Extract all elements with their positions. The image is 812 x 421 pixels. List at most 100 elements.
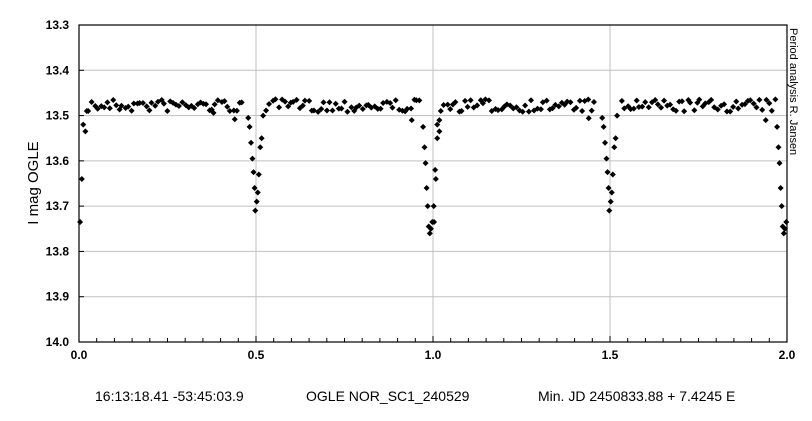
data-point: [301, 97, 308, 104]
y-tick-label: 13.5: [46, 109, 70, 123]
x-tick-label: 0.5: [248, 348, 265, 362]
data-point: [348, 104, 355, 111]
data-point: [341, 98, 348, 105]
data-point: [88, 98, 95, 105]
data-point: [85, 107, 92, 114]
data-point: [604, 169, 611, 176]
data-point: [723, 108, 730, 115]
data-point: [359, 106, 366, 113]
data-point: [639, 103, 646, 110]
data-point: [464, 103, 471, 110]
data-point: [585, 115, 592, 122]
data-point: [605, 185, 612, 192]
data-point: [479, 100, 486, 107]
data-point: [221, 98, 228, 105]
data-point: [599, 114, 606, 121]
data-point: [513, 104, 520, 111]
data-point: [458, 108, 465, 115]
data-point: [691, 107, 698, 114]
data-point: [434, 135, 441, 142]
data-point: [519, 108, 526, 115]
data-point: [444, 101, 451, 108]
data-point: [763, 96, 770, 103]
data-point: [179, 99, 186, 106]
data-point: [255, 171, 262, 178]
caption-ephemeris: Min. JD 2450833.88 + 7.4245 E: [538, 388, 736, 404]
data-point: [447, 106, 454, 113]
data-point: [338, 105, 345, 112]
data-point: [543, 97, 550, 104]
data-point: [525, 108, 532, 115]
data-point: [766, 100, 773, 107]
x-axis: 0.0 0.5 1.0 1.5 2.0: [71, 336, 796, 362]
data-point: [573, 104, 580, 111]
caption-coordinates: 16:13:18.41 -53:45:03.9: [95, 388, 244, 404]
data-point: [756, 96, 763, 103]
data-point: [164, 107, 171, 114]
data-point: [293, 96, 300, 103]
data-point: [422, 160, 429, 167]
data-point: [603, 155, 610, 162]
data-point: [602, 139, 609, 146]
grid-lines: [79, 25, 787, 342]
data-point: [282, 98, 289, 105]
data-point: [549, 105, 556, 112]
data-point: [733, 98, 740, 105]
data-point: [614, 112, 621, 119]
data-point: [588, 107, 595, 114]
data-point: [257, 144, 264, 151]
y-axis-label: I mag OGLE: [25, 141, 42, 224]
data-point: [320, 99, 327, 106]
data-point: [507, 102, 514, 109]
data-point: [326, 99, 333, 106]
data-point: [436, 117, 443, 124]
data-point: [377, 105, 384, 112]
data-point: [233, 107, 240, 114]
data-point: [272, 96, 279, 103]
data-point: [82, 128, 89, 135]
data-point: [735, 105, 742, 112]
data-point: [231, 116, 238, 123]
y-tick-label: 13.4: [46, 63, 70, 77]
data-point: [741, 101, 748, 108]
data-point: [431, 218, 438, 225]
data-point: [432, 175, 439, 182]
data-point: [436, 128, 443, 135]
data-point: [774, 123, 781, 130]
data-point: [332, 100, 339, 107]
data-point: [139, 100, 146, 107]
data-point: [437, 108, 444, 115]
data-point: [467, 97, 474, 104]
data-point: [642, 99, 649, 106]
x-tick-label: 2.0: [779, 348, 796, 362]
data-point: [421, 144, 428, 151]
data-point: [585, 96, 592, 103]
data-point: [191, 105, 198, 112]
data-point: [423, 185, 430, 192]
data-point: [654, 101, 661, 108]
data-point: [474, 102, 481, 109]
y-tick-label: 13.8: [46, 244, 70, 258]
data-point: [101, 104, 108, 111]
data-point: [440, 102, 447, 109]
data-point: [80, 121, 87, 128]
data-point: [427, 225, 434, 232]
data-point: [203, 101, 210, 108]
data-point: [104, 99, 111, 106]
data-point: [783, 218, 790, 225]
data-point: [432, 166, 439, 173]
data-point: [130, 100, 137, 107]
data-point: [721, 101, 728, 108]
data-point: [420, 123, 427, 130]
data-point: [78, 175, 85, 182]
x-tick-label: 1.5: [602, 348, 619, 362]
data-point: [248, 139, 255, 146]
y-axis: 13.3 13.4 13.5 13.6 13.7 13.8 13.9 14.0: [46, 18, 84, 349]
data-point: [251, 185, 258, 192]
data-point: [392, 97, 399, 104]
data-point: [238, 99, 245, 106]
data-point: [210, 109, 217, 116]
data-point: [136, 100, 143, 107]
data-point: [681, 108, 688, 115]
